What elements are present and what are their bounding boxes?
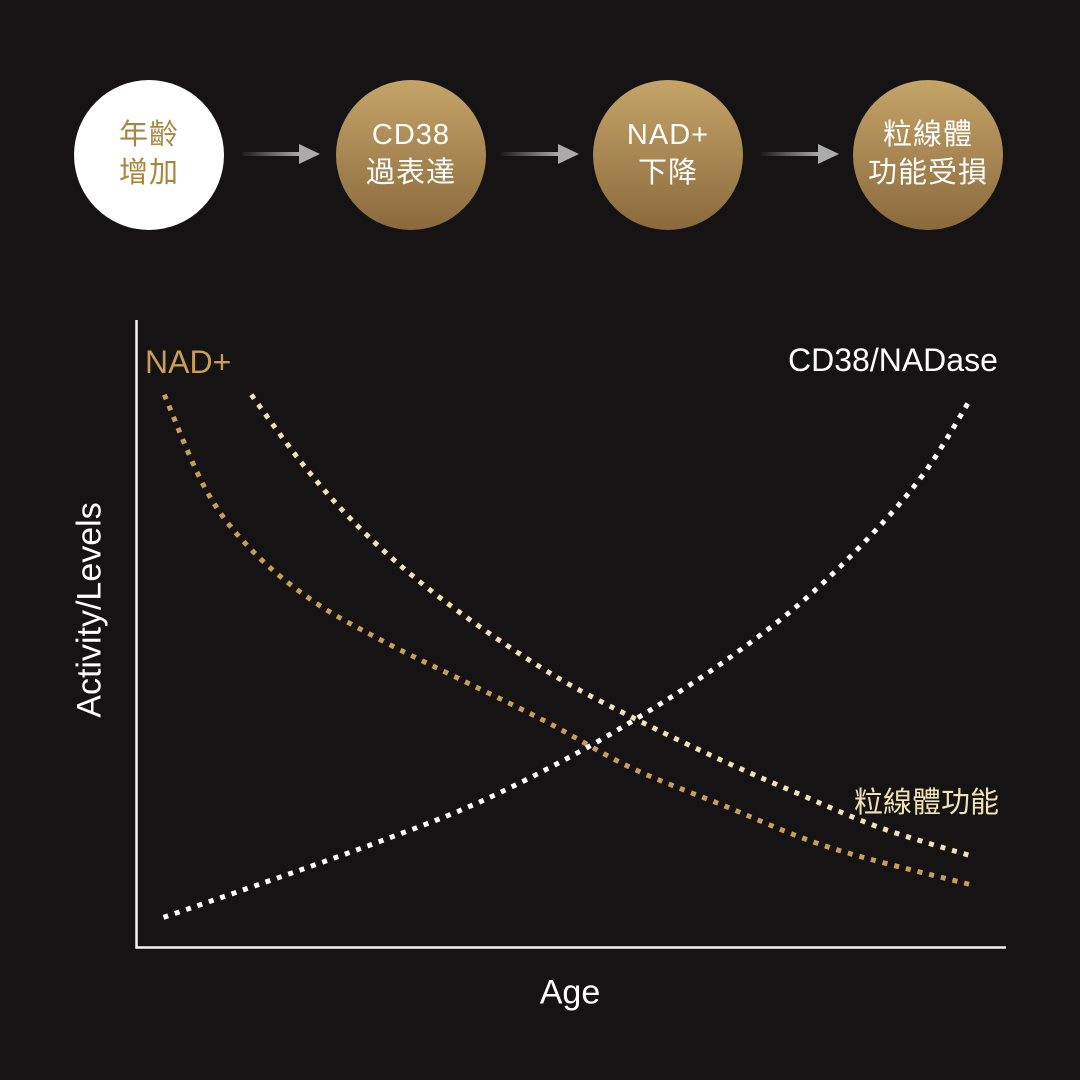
right-arrow-icon [501, 144, 579, 164]
y-axis-label: Activity/Levels [70, 502, 109, 718]
series-label-mitochondria: 粒線體功能 [854, 787, 1000, 819]
series-label-cd38-nadase: CD38/NADase [788, 342, 998, 378]
flow-step-label-line: 功能受損 [867, 157, 988, 189]
arrow-line [761, 152, 819, 156]
flow-step-label-line: CD38 [371, 119, 451, 152]
x-axis-label: Age [539, 973, 601, 1012]
curve-CD38/NADase [162, 396, 974, 920]
flow-step-mitochondria-impaired: 粒線體 功能受損 [853, 80, 1003, 230]
chart-axes [135, 320, 1006, 949]
arrow-head [558, 144, 579, 164]
flow-step-label-line: 粒線體 [882, 119, 973, 152]
right-arrow-icon [242, 144, 320, 164]
flow-step-label-line: 下降 [637, 157, 698, 189]
flow-step-label-line: 增加 [118, 157, 179, 189]
series-label-nad: NAD+ [145, 344, 232, 380]
arrow-line [501, 152, 559, 156]
right-arrow-icon [761, 144, 839, 164]
arrow-head [818, 144, 839, 164]
flow-step-label-line: 年齡 [118, 119, 179, 152]
curve-粒線體功能 [249, 393, 974, 859]
flow-step-nad-decline: NAD+ 下降 [593, 80, 743, 230]
arrow-line [242, 152, 300, 156]
flow-step-label-line: NAD+ [626, 119, 710, 152]
flow-step-cd38-overexpression: CD38 過表達 [336, 80, 486, 230]
curve-NAD+ [162, 393, 972, 888]
flow-step-label-line: 過表達 [365, 157, 456, 189]
flow-diagram: 年齡 增加 CD38 過表達 NAD+ 下降 粒線體 功能受損 [0, 0, 1080, 260]
arrow-head [299, 144, 320, 164]
chart-curves [162, 393, 974, 920]
flow-step-age-increase: 年齡 增加 [74, 80, 224, 230]
